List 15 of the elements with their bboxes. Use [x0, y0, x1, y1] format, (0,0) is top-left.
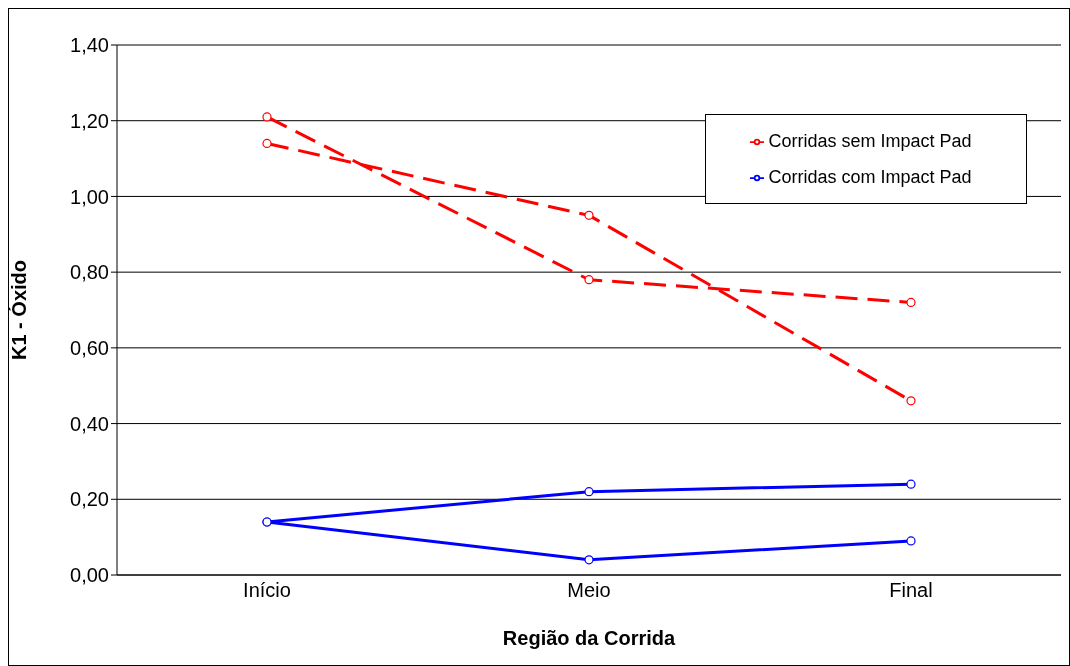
x-tick-label: Meio [567, 579, 611, 602]
y-tick-label: 0,20 [70, 488, 109, 511]
y-tick-label: 0,80 [70, 261, 109, 284]
legend-label: Corridas com Impact Pad [768, 167, 972, 187]
y-tick-label: 0,40 [70, 412, 109, 435]
x-tick-label: Início [243, 579, 291, 602]
x-tick-label: Final [889, 579, 933, 602]
y-tick-label: 1,20 [70, 109, 109, 132]
y-tick-label: 1,40 [70, 34, 109, 57]
y-tick-label: 0,00 [70, 564, 109, 587]
y-tick-label: 0,60 [70, 336, 109, 359]
legend-label: Corridas sem Impact Pad [768, 131, 972, 151]
x-axis-title: Região da Corrida [502, 627, 676, 649]
y-tick-label: 1,00 [70, 185, 109, 208]
y-axis-title: K1 - Óxido [7, 259, 31, 361]
